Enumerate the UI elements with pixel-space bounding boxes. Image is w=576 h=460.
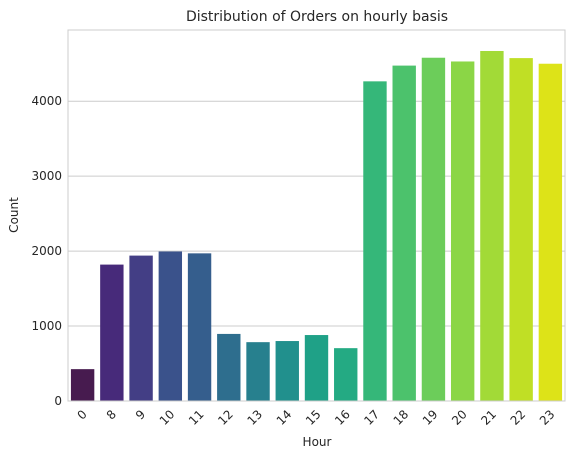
bar-hour-15: [304, 335, 329, 401]
x-tick-label: 8: [104, 407, 119, 422]
bar-hour-20: [450, 61, 475, 401]
x-axis-label: Hour: [303, 435, 332, 449]
plot-frame: [67, 29, 566, 402]
y-tick-label: 4000: [31, 94, 62, 108]
bar-hour-10: [158, 251, 183, 401]
bar-hour-13: [246, 342, 270, 401]
x-tick-label: 22: [508, 407, 529, 428]
y-tick-label: 0: [54, 394, 62, 408]
y-tick-labels: 0 1000 2000 3000 4000: [31, 94, 62, 408]
x-tick-label: 20: [449, 407, 470, 428]
x-tick-label: 18: [391, 407, 412, 428]
bar-hour-12: [217, 333, 241, 401]
x-tick-label: 14: [274, 407, 295, 428]
bar-hour-9: [129, 255, 153, 401]
x-tick-label: 10: [157, 407, 178, 428]
chart-title: Distribution of Orders on hourly basis: [186, 9, 448, 25]
x-tick-label: 12: [215, 407, 236, 428]
x-tick-label: 19: [420, 407, 441, 428]
x-tick-label: 9: [133, 407, 148, 422]
bars-group: [70, 50, 563, 402]
bar-hour-22: [509, 58, 533, 402]
x-tick-label: 15: [303, 407, 324, 428]
bar-hour-17: [363, 81, 387, 402]
y-tick-label: 2000: [31, 244, 62, 258]
y-tick-label: 3000: [31, 169, 62, 183]
bar-hour-14: [275, 341, 299, 401]
x-tick-label: 0: [74, 407, 89, 422]
bar-hour-23: [538, 63, 563, 402]
x-tick-label: 23: [537, 407, 558, 428]
bar-hour-0: [70, 369, 95, 401]
bar-hour-18: [392, 65, 416, 401]
bar-hour-11: [187, 253, 212, 401]
x-tick-label: 13: [244, 407, 265, 428]
x-tick-label: 16: [332, 407, 353, 428]
x-tick-label: 17: [361, 407, 382, 428]
x-tick-label: 11: [186, 407, 207, 428]
x-tick-label: 21: [478, 407, 499, 428]
bar-hour-21: [480, 50, 504, 401]
bar-hour-8: [100, 264, 124, 401]
bar-hour-16: [334, 348, 358, 401]
y-tick-label: 1000: [31, 319, 62, 333]
y-axis-label: Count: [7, 197, 21, 233]
x-tick-labels: 0 8 9 10 11 12 13 14 15 16 17 18 19 20 21 22 23: [74, 407, 557, 428]
bar-hour-19: [421, 57, 446, 401]
